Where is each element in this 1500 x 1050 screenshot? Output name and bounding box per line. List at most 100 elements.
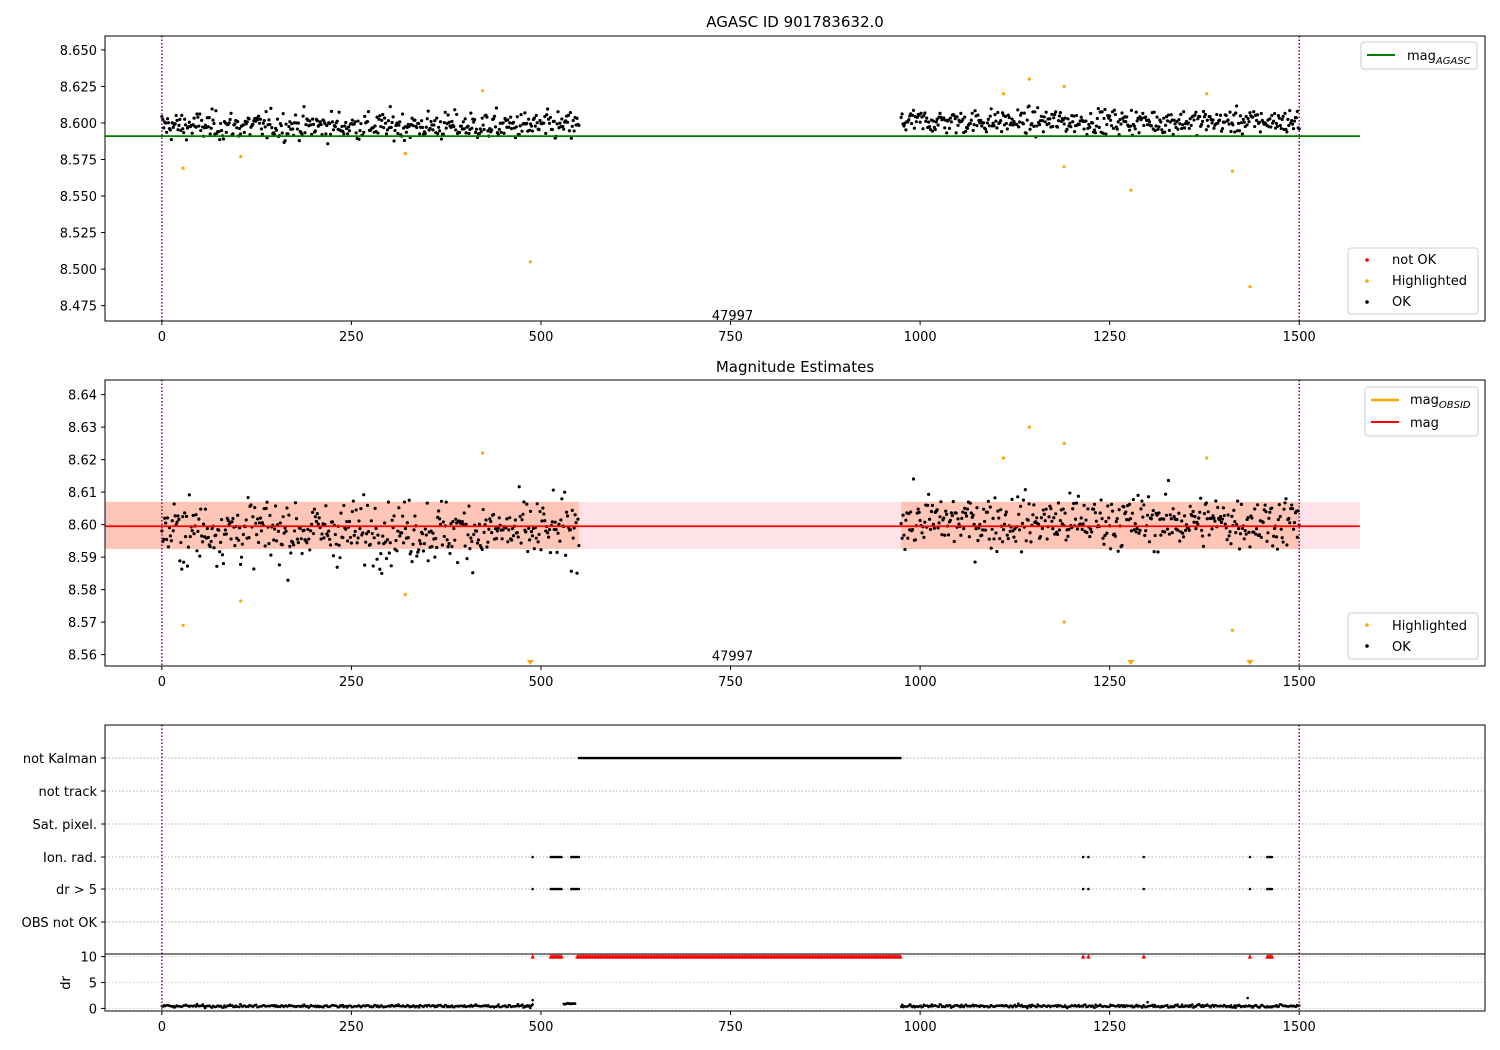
agasc-ok-point	[466, 124, 470, 128]
magnitude-ok-point	[320, 532, 324, 536]
agasc-ok-point	[978, 121, 982, 125]
magnitude-ok-point	[513, 518, 518, 522]
agasc-ok-point	[1248, 111, 1252, 115]
agasc-ok-point	[380, 118, 384, 122]
dr-point	[237, 1005, 241, 1009]
magnitude-ok-point	[1014, 539, 1018, 544]
magnitude-ok-point	[259, 529, 263, 533]
magnitude-ok-point	[949, 511, 953, 515]
agasc-ok-point	[171, 125, 175, 129]
magnitude-ok-point	[278, 521, 282, 525]
flags-xtick-label: 1500	[1283, 1020, 1316, 1035]
magnitude-ok-point	[331, 554, 336, 558]
agasc-ok-point	[342, 132, 346, 136]
magnitude-ok-point	[1101, 536, 1105, 540]
magnitude-ok-point	[327, 529, 331, 533]
agasc-ok-point	[459, 124, 463, 128]
agasc-ok-point	[1132, 124, 1136, 128]
dr-point	[573, 1002, 577, 1005]
agasc-ok-point	[1152, 110, 1156, 114]
agasc-ok-point	[1284, 127, 1288, 132]
magnitude-ok-point	[937, 521, 941, 525]
magnitude-ok-point	[1075, 527, 1080, 531]
magnitude-ok-point	[446, 545, 450, 549]
magnitude-ok-point	[1232, 508, 1236, 512]
magnitude-ok-point	[1029, 540, 1033, 544]
magnitude-ok-point	[386, 500, 390, 504]
magnitude-ok-point	[1006, 537, 1010, 541]
agasc-ok-point	[552, 119, 556, 123]
magnitude-ok-point	[350, 509, 354, 514]
agasc-ok-point	[1268, 117, 1272, 121]
magnitude-ok-point	[390, 518, 394, 522]
agasc-ok-point	[1287, 123, 1291, 128]
magnitude-ok-point	[413, 514, 417, 518]
magnitude-ok-point	[337, 543, 341, 547]
magnitude-ok-point	[175, 520, 179, 524]
magnitude-ok-point	[1102, 542, 1106, 546]
agasc-ok-point	[165, 130, 169, 134]
agasc-ok-point	[1129, 108, 1134, 112]
agasc-ok-point	[1178, 122, 1182, 126]
agasc-ok-point	[415, 125, 419, 130]
magnitude-ok-point	[575, 571, 579, 575]
magnitude-ok-point	[1261, 520, 1265, 525]
agasc-ok-point	[359, 122, 363, 126]
agasc-ok-point	[247, 117, 251, 121]
agasc-ok-point	[924, 119, 928, 123]
magnitude-ok-point	[379, 551, 383, 556]
magnitude-ok-point	[1150, 513, 1154, 517]
agasc-ok-point	[545, 113, 549, 117]
agasc-ok-point	[206, 125, 210, 129]
magnitude-ok-point	[224, 532, 228, 536]
magnitude-ok-point	[348, 535, 353, 540]
agasc-ok-point	[381, 112, 385, 117]
magnitude-ok-point	[1131, 498, 1135, 502]
agasc-ok-point	[1204, 128, 1208, 132]
magnitude-ok-point	[942, 516, 946, 520]
magnitude-ok-point	[1242, 537, 1246, 541]
agasc-ok-point	[1033, 110, 1037, 114]
agasc-highlighted-point	[1230, 169, 1235, 173]
agasc-ok-point	[1043, 120, 1047, 124]
magnitude-ok-point	[249, 503, 253, 507]
agasc-ytick-label: 8.600	[60, 117, 97, 132]
agasc-ok-point	[911, 108, 916, 112]
agasc-ok-point	[930, 129, 935, 133]
magnitude-ok-point	[172, 502, 176, 506]
agasc-ok-point	[1079, 115, 1083, 119]
magnitude-ok-point	[283, 526, 287, 530]
magnitude-ok-point	[208, 544, 212, 549]
agasc-ok-point	[1082, 127, 1086, 131]
magnitude-ok-point	[1169, 517, 1173, 521]
agasc-ok-point	[1093, 131, 1098, 135]
agasc-ok-point	[927, 125, 932, 129]
magnitude-ok-point	[1043, 519, 1047, 523]
magnitude-ok-point	[312, 507, 317, 511]
magnitude-ok-point	[1172, 514, 1176, 519]
agasc-ok-point	[494, 106, 499, 110]
agasc-ok-point	[437, 129, 442, 133]
agasc-ok-point	[1206, 124, 1210, 128]
agasc-ok-point	[1127, 128, 1132, 132]
magnitude-ok-point	[219, 518, 224, 522]
agasc-ok-point	[1044, 110, 1048, 114]
dr-clipped-marker	[1080, 954, 1086, 959]
magnitude-ok-point	[576, 517, 580, 521]
agasc-ok-point	[1182, 110, 1186, 114]
magnitude-ok-point	[1182, 535, 1186, 539]
magnitude-ok-point	[1271, 544, 1275, 548]
agasc-ok-point	[474, 127, 479, 131]
agasc-ok-point	[567, 129, 572, 133]
agasc-ok-point	[398, 120, 402, 124]
magnitude-ok-point	[438, 522, 443, 526]
magnitude-ok-point	[487, 527, 491, 531]
magnitude-ok-point	[1018, 504, 1023, 508]
magnitude-xtick-label: 1250	[1093, 675, 1126, 690]
agasc-ok-point	[1149, 124, 1153, 128]
agasc-ok-point	[904, 128, 908, 132]
magnitude-ok-point	[353, 529, 357, 534]
agasc-ok-point	[1019, 111, 1024, 115]
agasc-ok-point	[1109, 118, 1113, 122]
agasc-ok-point	[1057, 114, 1062, 118]
